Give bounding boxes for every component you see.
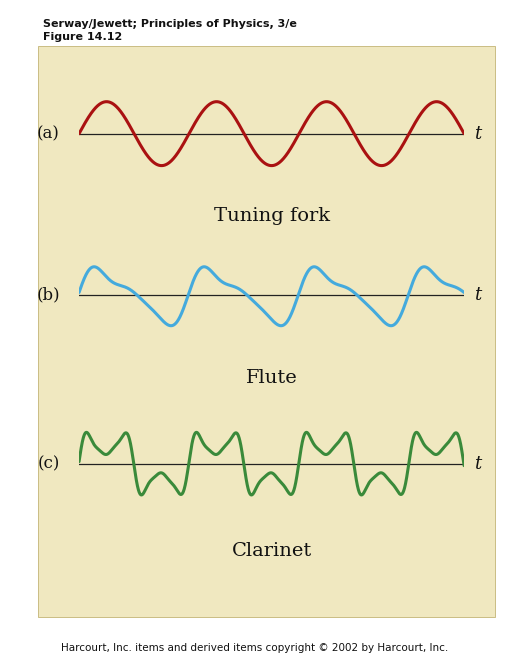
Text: Clarinet: Clarinet [231, 542, 311, 560]
Text: t: t [473, 455, 480, 473]
Text: Flute: Flute [245, 369, 297, 387]
Text: Figure 14.12: Figure 14.12 [43, 32, 122, 42]
Text: (a): (a) [37, 125, 60, 142]
Text: (c): (c) [37, 455, 60, 472]
Text: Harcourt, Inc. items and derived items copyright © 2002 by Harcourt, Inc.: Harcourt, Inc. items and derived items c… [61, 644, 448, 653]
Text: t: t [473, 286, 480, 304]
Text: t: t [473, 125, 480, 143]
Text: Serway/Jewett; Principles of Physics, 3/e: Serway/Jewett; Principles of Physics, 3/… [43, 19, 297, 29]
Text: (b): (b) [36, 287, 60, 304]
Text: Tuning fork: Tuning fork [213, 207, 329, 225]
